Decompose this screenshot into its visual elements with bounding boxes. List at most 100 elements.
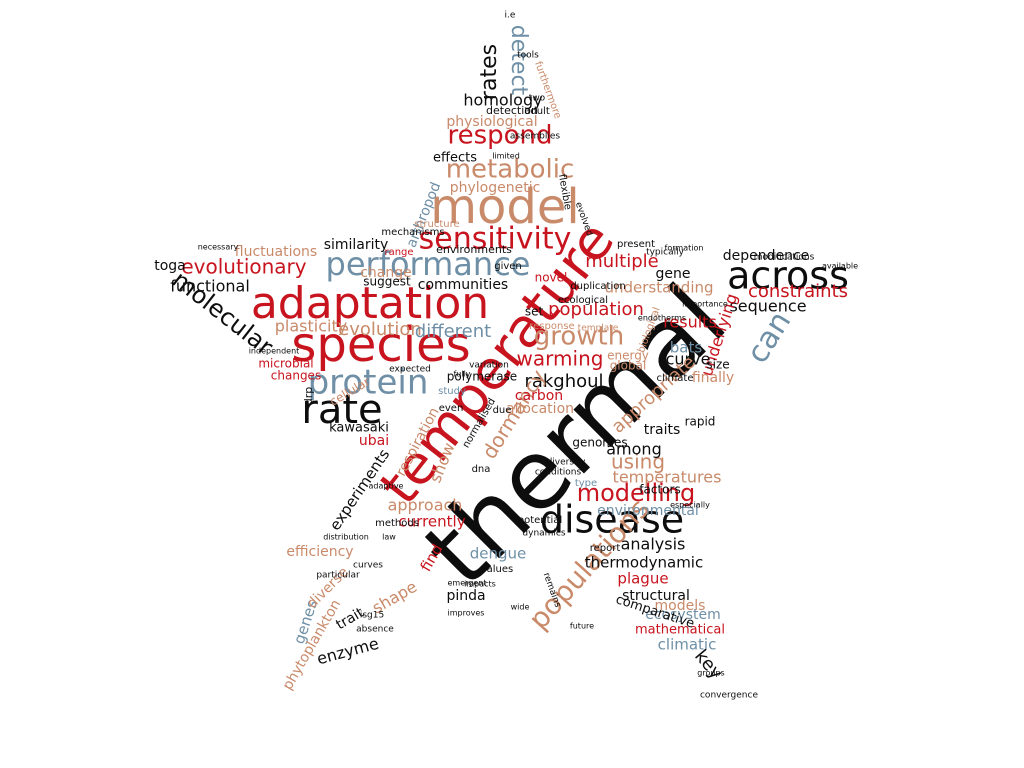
word-cloud-words: thermaltemperaturespeciesadaptationmodel…: [154, 11, 858, 701]
word-dengue: dengue: [470, 545, 527, 563]
word-improves: improves: [448, 609, 485, 618]
word-mathematical: mathematical: [635, 623, 725, 638]
word-metabolic: metabolic: [446, 155, 575, 185]
word-diversity: diversity: [547, 458, 586, 468]
word-study: study: [438, 386, 466, 397]
word-currently: currently: [398, 513, 465, 531]
word-necessary: necessary: [198, 243, 239, 252]
word-finally: finally: [692, 370, 734, 386]
word-formation: formation: [665, 244, 704, 253]
word-adaptation: adaptation: [251, 278, 489, 329]
word-isg15: isg15: [360, 611, 384, 621]
word-dynamics: dynamics: [522, 529, 565, 539]
word-sequence: sequence: [729, 297, 806, 316]
word-two: two: [529, 94, 546, 104]
word-i-e: i.e: [505, 11, 516, 21]
word-detection: detection: [486, 104, 538, 117]
word-available: available: [822, 262, 858, 271]
word-even: even: [439, 403, 464, 414]
word-novel: novel: [535, 271, 568, 285]
word-physiological: physiological: [446, 114, 537, 130]
word-warming: warming: [517, 347, 604, 371]
word-adult: adult: [524, 106, 550, 117]
word-respond: respond: [447, 121, 552, 151]
word-kawasaki: kawasaki: [329, 421, 389, 436]
word-change: change: [360, 265, 412, 281]
word-efficiency: efficiency: [286, 544, 353, 560]
word-values: values: [481, 564, 514, 575]
word-environmental: environmental: [597, 503, 699, 519]
word-tools: tools: [517, 51, 539, 61]
word-typically: typically: [646, 248, 685, 258]
word-climate: climate: [657, 373, 694, 384]
word-ecological: ecological: [558, 295, 608, 306]
word-duplication: duplication: [570, 281, 625, 292]
word-ubai: ubai: [359, 433, 389, 449]
word-groups: groups: [697, 669, 724, 678]
word-rate: rate: [301, 387, 382, 433]
word-evolutionary: evolutionary: [181, 255, 306, 279]
word-rapid: rapid: [685, 415, 716, 429]
word-models: models: [655, 598, 706, 614]
word-toga: toga: [154, 258, 186, 274]
word-variation: variation: [469, 361, 509, 371]
word-similarity: similarity: [324, 237, 389, 253]
word-curves: curves: [353, 561, 383, 571]
word-constraints: constraints: [748, 281, 848, 302]
word-convergence: convergence: [700, 691, 758, 701]
word-fully: fully: [453, 370, 470, 379]
word-sensitivity: sensitivity: [419, 222, 572, 257]
word-genomes: genomes: [572, 436, 627, 450]
word-fluctuations: fluctuations: [235, 244, 317, 260]
word-temperatures: temperatures: [613, 468, 722, 487]
word-modelling: modelling: [577, 479, 696, 507]
word-independent: independent: [249, 347, 300, 356]
word-energy: energy: [607, 349, 649, 363]
word-disease: disease: [540, 498, 684, 542]
word-type: type: [575, 478, 597, 489]
word-ecosystem: ecosystem: [645, 607, 721, 623]
word-emergent: emergent: [448, 579, 487, 588]
word-factors: factors: [639, 483, 680, 497]
word-bats: bats: [670, 339, 703, 357]
word-particular: particular: [316, 571, 360, 581]
word-dependence: dependence: [723, 248, 810, 264]
word-species: species: [291, 317, 470, 373]
word-different: different: [415, 321, 491, 342]
word-traits: traits: [644, 422, 681, 438]
word-polymerase: polymerase: [447, 370, 517, 384]
word-size: size: [706, 358, 729, 372]
word-across: across: [727, 254, 849, 298]
word-detect: detect: [506, 25, 531, 96]
word-methods: methods: [375, 518, 419, 529]
word-suggest: suggest: [363, 275, 411, 289]
word-growth: growth: [534, 322, 624, 352]
word-curve: curve: [666, 350, 711, 369]
word-structural: structural: [622, 588, 690, 604]
word-global: global: [610, 359, 647, 373]
word-dna: dna: [472, 464, 491, 475]
word-plague: plague: [617, 570, 668, 588]
word-template: template: [578, 324, 619, 334]
word-evolution: evolution: [338, 319, 422, 340]
word-response: response: [529, 321, 574, 332]
word-approach: approach: [388, 496, 463, 515]
word-set: set: [525, 305, 544, 319]
word-future: future: [570, 622, 594, 631]
word-multiple: multiple: [585, 251, 659, 272]
word-structure: structure: [414, 219, 459, 230]
word-performance: performance: [326, 245, 531, 283]
word-conditions: conditions: [535, 468, 582, 478]
word-understanding: understanding: [604, 279, 713, 297]
word-present: present: [617, 239, 655, 250]
word-plasticity: plasticity: [275, 317, 347, 336]
word-importance: importance: [682, 300, 728, 309]
word-mechanisms: mechanisms: [381, 227, 444, 238]
word-rakghoul: rakghoul: [524, 371, 603, 392]
word-due: due: [493, 405, 512, 416]
word-adaptive: adaptive: [369, 482, 404, 491]
word-assemblies: assemblies: [510, 132, 560, 142]
word-using: using: [611, 450, 665, 474]
word-wide: wide: [511, 603, 530, 612]
